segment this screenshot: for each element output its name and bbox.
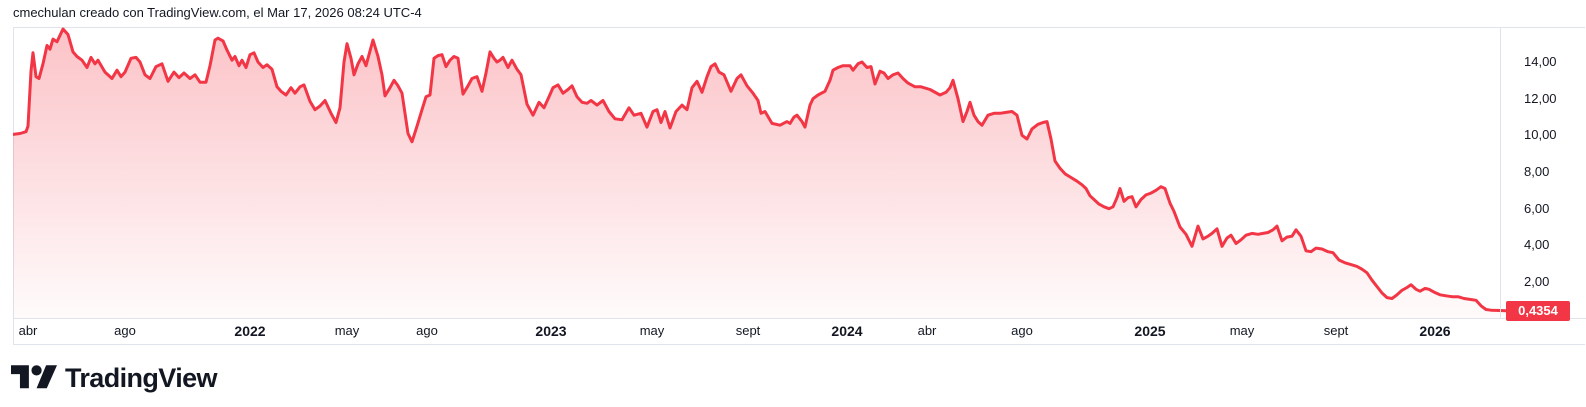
price-label: 8,00 (1524, 164, 1550, 179)
price-label: 4,00 (1524, 237, 1550, 253)
time-scale[interactable]: abr ago 2022 may ago 2023 may sept 2024 abr ago 202… (13, 318, 1586, 345)
price-area-chart[interactable] (13, 27, 1586, 318)
time-label-year: 2024 (831, 323, 863, 339)
price-label: 2,00 (1524, 274, 1550, 289)
price-label: 6,00 (1524, 200, 1550, 216)
time-label-year: 2025 (1134, 323, 1166, 339)
time-label-month: abr (18, 323, 38, 338)
time-label-month: ago (416, 323, 438, 338)
last-price-value: 0,4354 (1518, 303, 1558, 319)
time-label-month: abr (917, 323, 937, 338)
time-label-month: sept (1323, 323, 1349, 338)
price-label: 12,00 (1524, 90, 1557, 106)
time-label-year: 2023 (535, 323, 567, 339)
price-label: 14,00 (1524, 54, 1557, 69)
price-scale-separator (1500, 27, 1501, 318)
area-fill (13, 29, 1506, 318)
tradingview-logo-icon (11, 365, 57, 389)
time-scale-separator (13, 318, 1586, 319)
price-scale[interactable]: 0,4354 14,00 12,00 10,00 8,00 6,00 4,00 2,00 (1500, 27, 1586, 321)
time-label-month: may (639, 323, 665, 338)
time-label-month: ago (114, 323, 136, 338)
time-label-month: may (1229, 323, 1255, 338)
last-price-badge: 0,4354 (1506, 300, 1570, 321)
tradingview-wordmark: TradingView (65, 363, 218, 393)
time-label-month: sept (735, 323, 761, 338)
time-label-year: 2026 (1419, 323, 1451, 339)
price-line (13, 27, 1508, 313)
time-label-month: may (334, 323, 360, 338)
attribution-text: cmechulan creado con TradingView.com, el… (13, 5, 422, 20)
price-label: 10,00 (1524, 127, 1557, 143)
time-label-year: 2022 (234, 323, 266, 339)
tradingview-logo[interactable]: TradingView (11, 360, 218, 396)
time-label-month: ago (1011, 323, 1033, 338)
